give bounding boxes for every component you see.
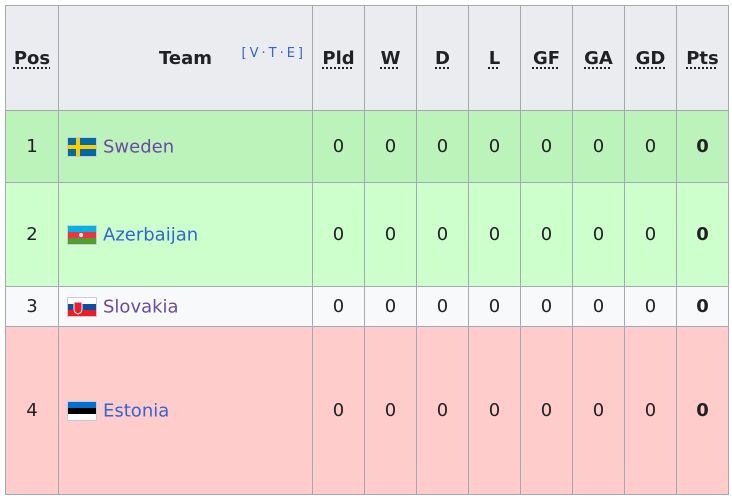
stat: 0 [364, 286, 417, 327]
stat: 0 [364, 110, 417, 183]
team-header: Team [159, 47, 212, 69]
position: 4 [5, 326, 59, 495]
stat: 0 [520, 286, 573, 327]
stat-header: L [488, 47, 501, 69]
stat: 0 [312, 110, 365, 183]
stat: 0 [312, 182, 365, 287]
stat: 0 [676, 326, 729, 495]
header-cell: GF [520, 5, 573, 111]
position: 1 [5, 110, 59, 183]
stat: 0 [676, 286, 729, 327]
team-row: 4 Estonia 0 0 0 0 0 0 0 0 [5, 326, 729, 495]
navbox-links[interactable]: [V·T·E] [241, 46, 306, 61]
header-cell: L [468, 5, 521, 111]
header-cell: W [364, 5, 417, 111]
stat: 0 [572, 326, 625, 495]
stat: 0 [312, 286, 365, 327]
stat: 0 [416, 286, 469, 327]
stat: 0 [364, 182, 417, 287]
stat: 0 [364, 326, 417, 495]
position: 3 [5, 286, 59, 327]
standings-table: Pos Team [V·T·E] Pld W D L GF GA GD Pts 1 Sweden 0… [5, 5, 729, 495]
stat-header: GA [584, 47, 613, 69]
team-row: 2 Azerbaijan 0 0 0 0 0 0 0 0 [5, 182, 729, 287]
team-row: 1 Sweden 0 0 0 0 0 0 0 0 [5, 110, 729, 183]
header-cell: Pos [5, 5, 59, 111]
stat: 0 [520, 182, 573, 287]
stat: 0 [624, 110, 677, 183]
stat: 0 [572, 286, 625, 327]
stat-header: D [435, 47, 450, 69]
stat: 0 [624, 326, 677, 495]
stat: 0 [416, 182, 469, 287]
flag [67, 296, 97, 317]
stat: 0 [468, 286, 521, 327]
header-row: Pos Team [V·T·E] Pld W D L GF GA GD Pts [5, 5, 729, 111]
stat-header: W [380, 47, 401, 69]
stat: 0 [624, 182, 677, 287]
header-cell: GA [572, 5, 625, 111]
stat: 0 [468, 182, 521, 287]
team-cell: Sweden [58, 110, 313, 183]
team-link[interactable]: Slovakia [103, 296, 179, 318]
stat: 0 [312, 326, 365, 495]
stat: 0 [572, 110, 625, 183]
stat: 0 [520, 110, 573, 183]
stat: 0 [624, 286, 677, 327]
team-cell: Slovakia [58, 286, 313, 327]
stat-header: GF [532, 47, 561, 69]
stat: 0 [676, 182, 729, 287]
stat: 0 [572, 182, 625, 287]
stat-header: Pld [322, 47, 355, 69]
stat: 0 [416, 110, 469, 183]
header-cell: Pld [312, 5, 365, 111]
pos-header: Pos [13, 47, 51, 69]
header-cell: Pts [676, 5, 729, 111]
stat: 0 [468, 110, 521, 183]
position: 2 [5, 182, 59, 287]
team-row: 3 Slovakia 0 0 0 0 0 0 0 0 [5, 286, 729, 327]
header-cell: GD [624, 5, 677, 111]
stat-header: Pts [686, 47, 719, 69]
flag [67, 224, 97, 245]
team-cell: Estonia [58, 326, 313, 495]
stat: 0 [520, 326, 573, 495]
team-link[interactable]: Sweden [103, 136, 175, 158]
header-cell: D [416, 5, 469, 111]
team-link[interactable]: Estonia [103, 400, 170, 422]
stat: 0 [416, 326, 469, 495]
stat-header: GD [635, 47, 666, 69]
stat: 0 [468, 326, 521, 495]
flag [67, 136, 97, 157]
stat: 0 [676, 110, 729, 183]
flag [67, 400, 97, 421]
header-cell: Team [V·T·E] [58, 5, 313, 111]
team-link[interactable]: Azerbaijan [103, 224, 199, 246]
team-cell: Azerbaijan [58, 182, 313, 287]
